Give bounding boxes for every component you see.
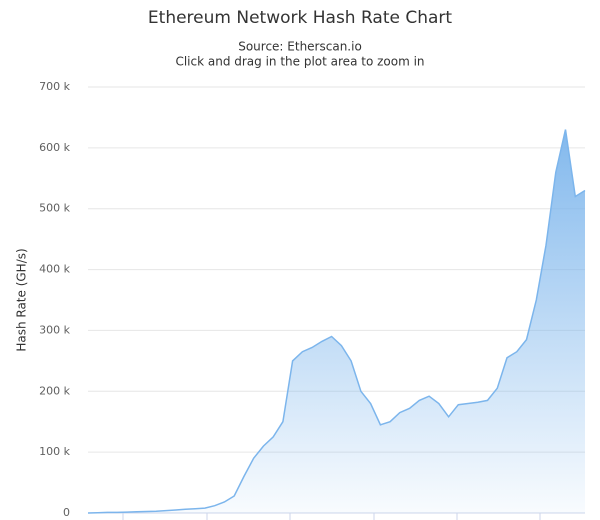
y-tick-label: 500 k (39, 202, 70, 215)
y-tick-label: 200 k (39, 384, 70, 397)
y-tick-label: 700 k (39, 80, 70, 93)
y-tick-label: 400 k (39, 263, 70, 276)
y-tick-label: 600 k (39, 141, 70, 154)
chart-subtitle: Source: Etherscan.io (238, 40, 362, 54)
y-tick-label: 300 k (39, 323, 70, 336)
area-fill (88, 129, 585, 513)
x-axis-ticks (122, 513, 541, 520)
y-tick-label: 100 k (39, 445, 70, 458)
chart-title: Ethereum Network Hash Rate Chart (148, 8, 453, 28)
y-tick-label: 0 (63, 506, 70, 519)
chart-subtitle: Click and drag in the plot area to zoom … (175, 55, 424, 69)
area-line (87, 129, 586, 514)
y-axis-title: Hash Rate (GH/s) (15, 248, 29, 351)
